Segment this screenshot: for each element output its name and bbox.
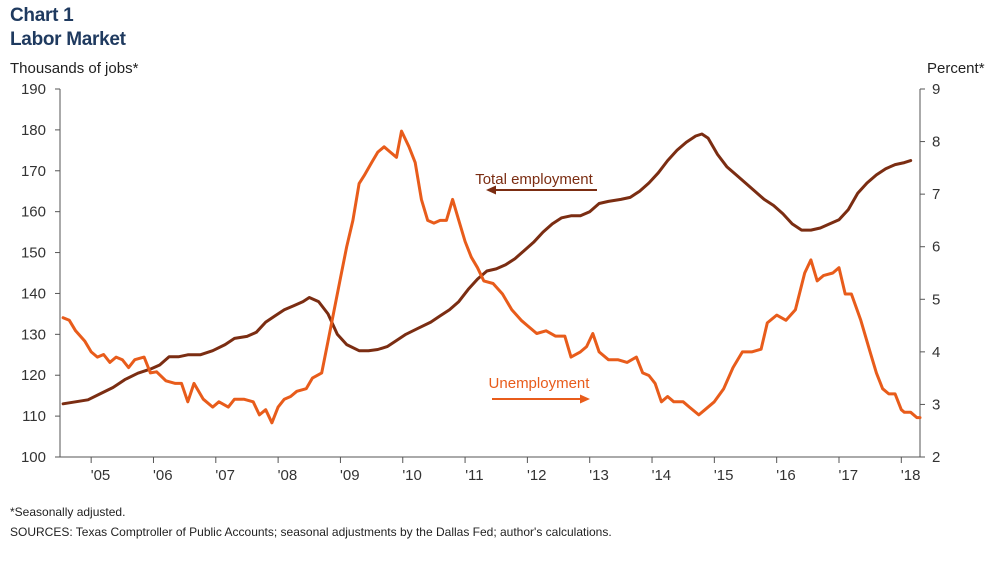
- footnote-adjusted: *Seasonally adjusted.: [10, 505, 126, 519]
- series-total-employment-line: [61, 132, 913, 406]
- series-lines: [61, 129, 922, 425]
- y-left-tick-label: 170: [21, 163, 46, 180]
- x-tick-label: '14: [652, 467, 672, 484]
- y-axis-right-label: Percent*: [927, 60, 985, 77]
- y-axis-left-label: Thousands of jobs*: [10, 60, 139, 77]
- y-right-tick-label: 2: [932, 449, 940, 466]
- annotation-total-employment: Total employment: [475, 171, 593, 188]
- y-left-tick-label: 190: [21, 81, 46, 98]
- y-left-tick-label: 180: [21, 122, 46, 139]
- x-tick-label: '17: [839, 467, 859, 484]
- annotations: Total employment Unemployment: [475, 171, 597, 404]
- y-right-tick-label: 4: [932, 344, 940, 361]
- x-tick-label: '18: [901, 467, 921, 484]
- y-left-tick-label: 120: [21, 367, 46, 384]
- y-left-tick-label: 160: [21, 204, 46, 221]
- y-left-tick-label: 110: [22, 408, 46, 425]
- chart-number: Chart 1: [10, 5, 74, 26]
- annotation-unemployment: Unemployment: [489, 375, 591, 392]
- x-tick-label: '11: [465, 467, 483, 484]
- x-tick-label: '06: [153, 467, 173, 484]
- y-right-tick-label: 7: [932, 186, 940, 203]
- y-right-tick-label: 8: [932, 134, 940, 151]
- x-tick-label: '13: [589, 467, 609, 484]
- y-right-tick-label: 5: [932, 291, 940, 308]
- x-tick-label: '16: [776, 467, 796, 484]
- x-tick-label: '08: [278, 467, 298, 484]
- footnote-sources: SOURCES: Texas Comptroller of Public Acc…: [10, 525, 612, 539]
- chart-title: Chart 1 Labor Market: [10, 4, 126, 52]
- y-right-tick-label: 3: [932, 396, 940, 413]
- series-unemployment-line: [61, 129, 922, 425]
- y-left-tick-label: 100: [21, 449, 46, 466]
- y-right-tick-label: 9: [932, 81, 940, 98]
- chart-name: Labor Market: [10, 29, 126, 50]
- y-left-tick-label: 130: [21, 326, 46, 343]
- x-tick-label: '09: [340, 467, 360, 484]
- tick-labels: 100 110 120 130 140 150 160 170 180 190 2 3 4 5 6 7 8 9 '0…: [21, 81, 940, 484]
- x-tick-label: '10: [402, 467, 422, 484]
- x-tick-label: '15: [714, 467, 734, 484]
- axes: [55, 88, 925, 463]
- y-left-tick-label: 140: [21, 285, 46, 302]
- y-left-tick-label: 150: [21, 245, 46, 262]
- annotation-unemployment-arrow-head: [580, 394, 590, 404]
- x-tick-label: '12: [527, 467, 547, 484]
- y-right-tick-label: 6: [932, 239, 940, 256]
- annotation-employment-arrow-head: [486, 185, 496, 195]
- x-tick-label: '05: [91, 467, 111, 484]
- x-tick-label: '07: [215, 467, 235, 484]
